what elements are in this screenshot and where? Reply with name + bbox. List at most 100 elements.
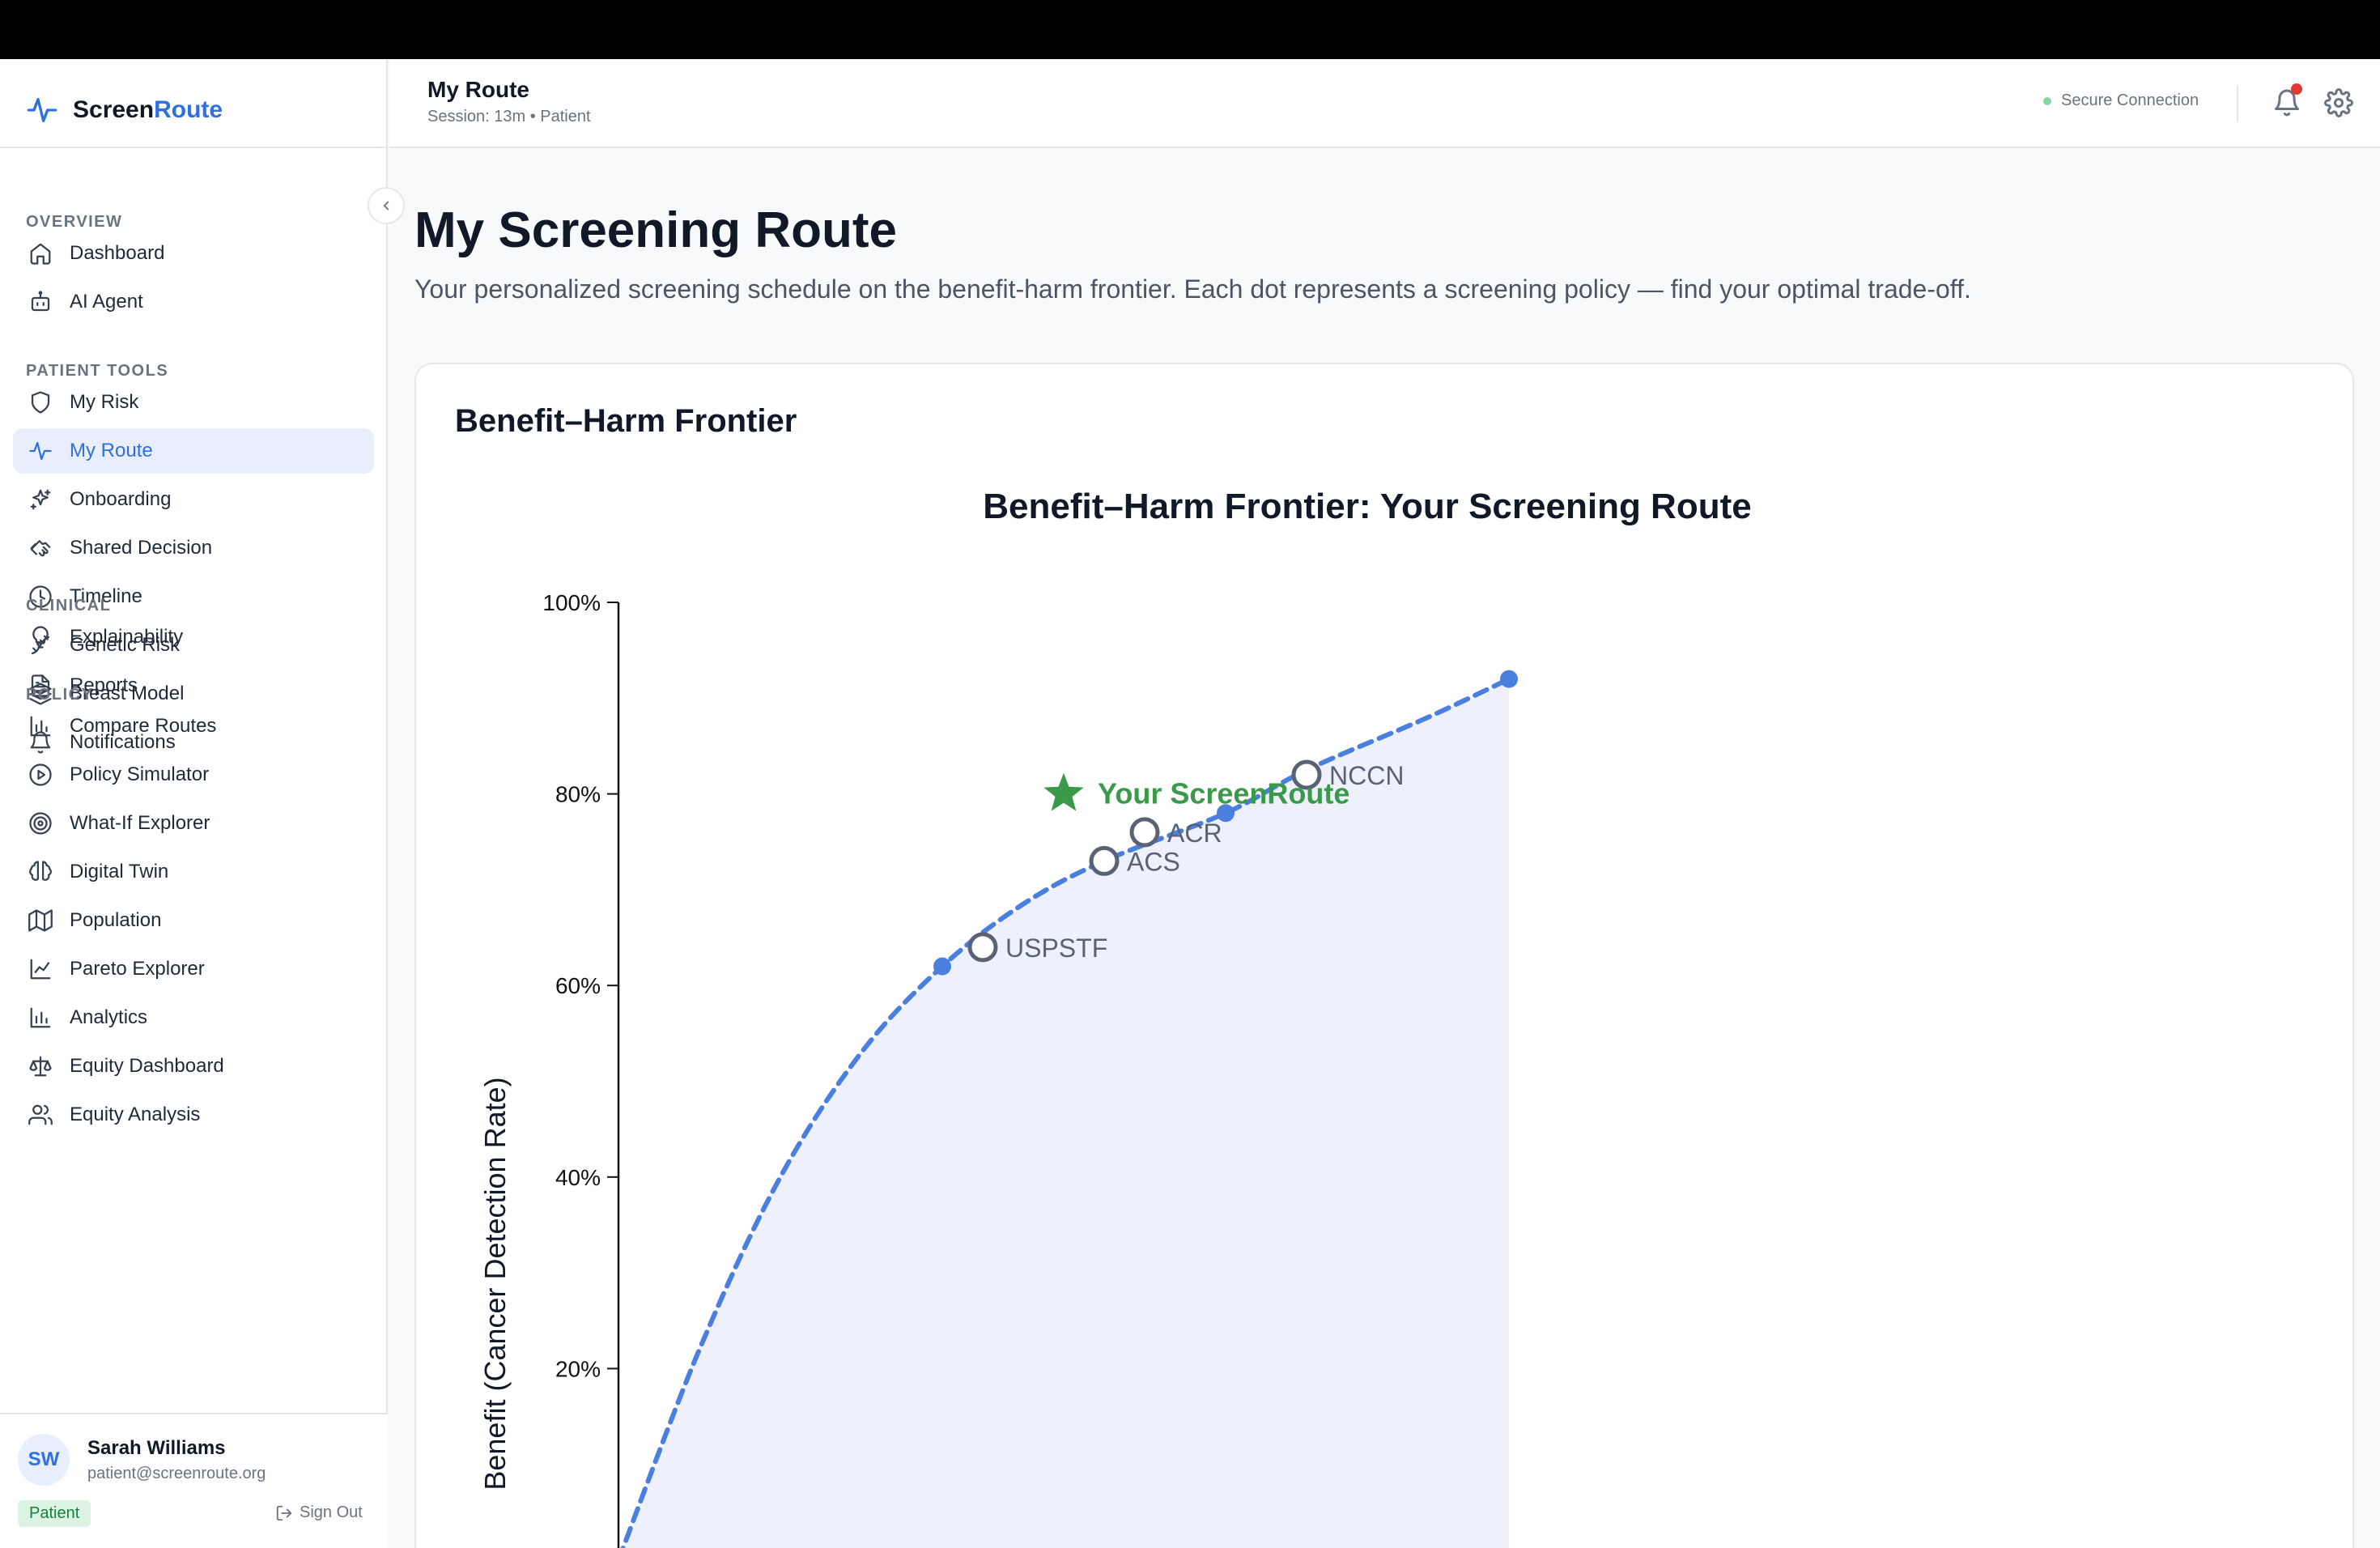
guideline-marker [1291, 759, 1322, 790]
user-email: patient@screenroute.org [87, 1465, 266, 1482]
target-icon [28, 810, 53, 836]
nav-section-label: OVERVIEW [26, 213, 123, 231]
sidebar-item-onboarding[interactable]: Onboarding [13, 477, 374, 522]
sidebar-item-pareto-explorer[interactable]: Pareto Explorer [13, 946, 374, 992]
sidebar-item-shared-decision[interactable]: Shared Decision [13, 525, 374, 571]
sidebar-item-timeline[interactable]: Timeline [13, 574, 374, 619]
sidebar-item-label: My Risk [70, 391, 139, 413]
top-header: My Route Session: 13m • Patient Secure C… [389, 59, 2380, 148]
frontier-point [1500, 670, 1518, 688]
sidebar-item-equity-dashboard[interactable]: Equity Dashboard [13, 1044, 374, 1089]
sidebar-item-label: Compare Routes [70, 715, 217, 737]
file-text-icon [28, 673, 53, 699]
avatar[interactable]: SW [18, 1434, 70, 1486]
home-icon [28, 240, 53, 266]
sidebar-item-label: Genetic Risk [70, 634, 181, 656]
sidebar-item-label: Analytics [70, 1006, 148, 1028]
sidebar-item-label: My Route [70, 440, 153, 461]
notification-badge [2291, 83, 2302, 95]
brand-name: ScreenRoute [73, 96, 223, 123]
y-tick-label: 100% [542, 590, 601, 615]
sidebar-item-population[interactable]: Population [13, 898, 374, 943]
line-chart-icon [28, 956, 53, 982]
sidebar-item-compare-routes[interactable]: Compare Routes [13, 704, 374, 749]
nav-section-label: PATIENT TOOLS [26, 362, 169, 380]
page-title: My Screening Route [414, 202, 897, 258]
guideline-marker [1089, 845, 1120, 876]
sparkles-icon [28, 487, 53, 512]
bar-chart-icon [28, 1005, 53, 1031]
sidebar-item-label: Population [70, 909, 162, 931]
status-dot [2043, 96, 2051, 105]
sidebar-item-label: Shared Decision [70, 537, 213, 559]
sidebar-item-notifications[interactable]: Notifications [13, 720, 374, 765]
collapse-sidebar-button[interactable] [368, 187, 405, 224]
bot-icon [28, 289, 53, 315]
log-out-icon [276, 1505, 292, 1520]
handshake-icon [28, 535, 53, 561]
divider [0, 147, 388, 148]
card-title: Benefit–Harm Frontier [455, 403, 797, 439]
sidebar-item-my-risk[interactable]: My Risk [13, 380, 374, 425]
sidebar-item-ai-agent[interactable]: AI Agent [13, 279, 374, 325]
sidebar-item-analytics[interactable]: Analytics [13, 995, 374, 1040]
guideline-marker [1129, 817, 1160, 848]
frontier-area [623, 678, 1509, 1548]
sidebar-item-label: Digital Twin [70, 861, 169, 882]
sidebar-item-explainability[interactable]: Explainability [13, 615, 374, 660]
frontier-point [1217, 804, 1235, 823]
frontier-point [933, 957, 951, 976]
role-badge: Patient [18, 1500, 91, 1527]
sidebar-item-label: What-If Explorer [70, 812, 210, 834]
y-tick-label: 80% [555, 782, 601, 807]
sidebar-item-policy-simulator[interactable]: Policy Simulator [13, 752, 374, 797]
header-subtitle: Session: 13m • Patient [427, 108, 591, 125]
sidebar-item-my-route[interactable]: My Route [13, 428, 374, 474]
guideline-label: ACS [1127, 847, 1180, 876]
frontier-chart[interactable]: Benefit–Harm Frontier: Your Screening Ro… [416, 364, 2356, 1548]
sidebar-item-reports[interactable]: Reports [13, 663, 374, 708]
brand[interactable]: ScreenRoute [26, 83, 223, 137]
sidebar-nav: OVERVIEW Dashboard AI Agent PATIENT TOOLS My… [0, 213, 388, 1464]
sidebar: ScreenRoute OVERVIEW Dashboard AI Agent PAT… [0, 59, 388, 1548]
guideline-marker [967, 932, 998, 963]
sidebar-item-label: AI Agent [70, 291, 143, 313]
frontier-line [620, 676, 1511, 1548]
play-circle-icon [28, 762, 53, 788]
sidebar-item-equity-analysis[interactable]: Equity Analysis [13, 1092, 374, 1138]
sidebar-item-label: Pareto Explorer [70, 958, 205, 980]
app-window: ScreenRoute OVERVIEW Dashboard AI Agent PAT… [0, 59, 2380, 1548]
connection-status-label: Secure Connection [2061, 91, 2199, 109]
activity-icon [27, 98, 57, 122]
sidebar-item-label: Equity Analysis [70, 1104, 201, 1125]
sidebar-item-label: Equity Dashboard [70, 1055, 224, 1077]
y-tick-label: 60% [555, 973, 601, 998]
users-icon [28, 1102, 53, 1128]
connection-status: Secure Connection [2043, 91, 2199, 110]
sidebar-item-label: Breast Model [70, 683, 185, 704]
scale-icon [28, 1053, 53, 1079]
divider [2237, 85, 2238, 122]
shield-icon [28, 389, 53, 415]
gear-icon[interactable] [2324, 88, 2353, 117]
header-title: My Route [427, 77, 529, 102]
sidebar-item-what-if-explorer[interactable]: What-If Explorer [13, 801, 374, 846]
user-panel: SW Sarah Williams patient@screenroute.or… [0, 1413, 388, 1548]
sidebar-item-label: Onboarding [70, 488, 172, 510]
nav-section-label: CLINICAL [26, 597, 112, 615]
sidebar-item-digital-twin[interactable]: Digital Twin [13, 849, 374, 895]
y-tick-label: 40% [555, 1165, 601, 1190]
sidebar-item-dashboard[interactable]: Dashboard [13, 231, 374, 276]
y-tick-label: 20% [555, 1356, 601, 1381]
guideline-label: USPSTF [1005, 933, 1107, 963]
y-axis-label: Benefit (Cancer Detection Rate) [478, 1077, 512, 1490]
bar-chart-icon [28, 713, 53, 739]
sidebar-item-genetic-risk[interactable]: Genetic Risk [13, 623, 374, 668]
chevron-left-icon [383, 201, 389, 211]
your-route-label: Your ScreenRoute [1098, 777, 1349, 810]
page-description: Your personalized screening schedule on … [414, 274, 1971, 304]
bell-icon[interactable] [2272, 88, 2301, 117]
map-icon [28, 908, 53, 933]
lightbulb-icon [28, 624, 53, 650]
sign-out-button[interactable]: Sign Out [275, 1503, 363, 1522]
